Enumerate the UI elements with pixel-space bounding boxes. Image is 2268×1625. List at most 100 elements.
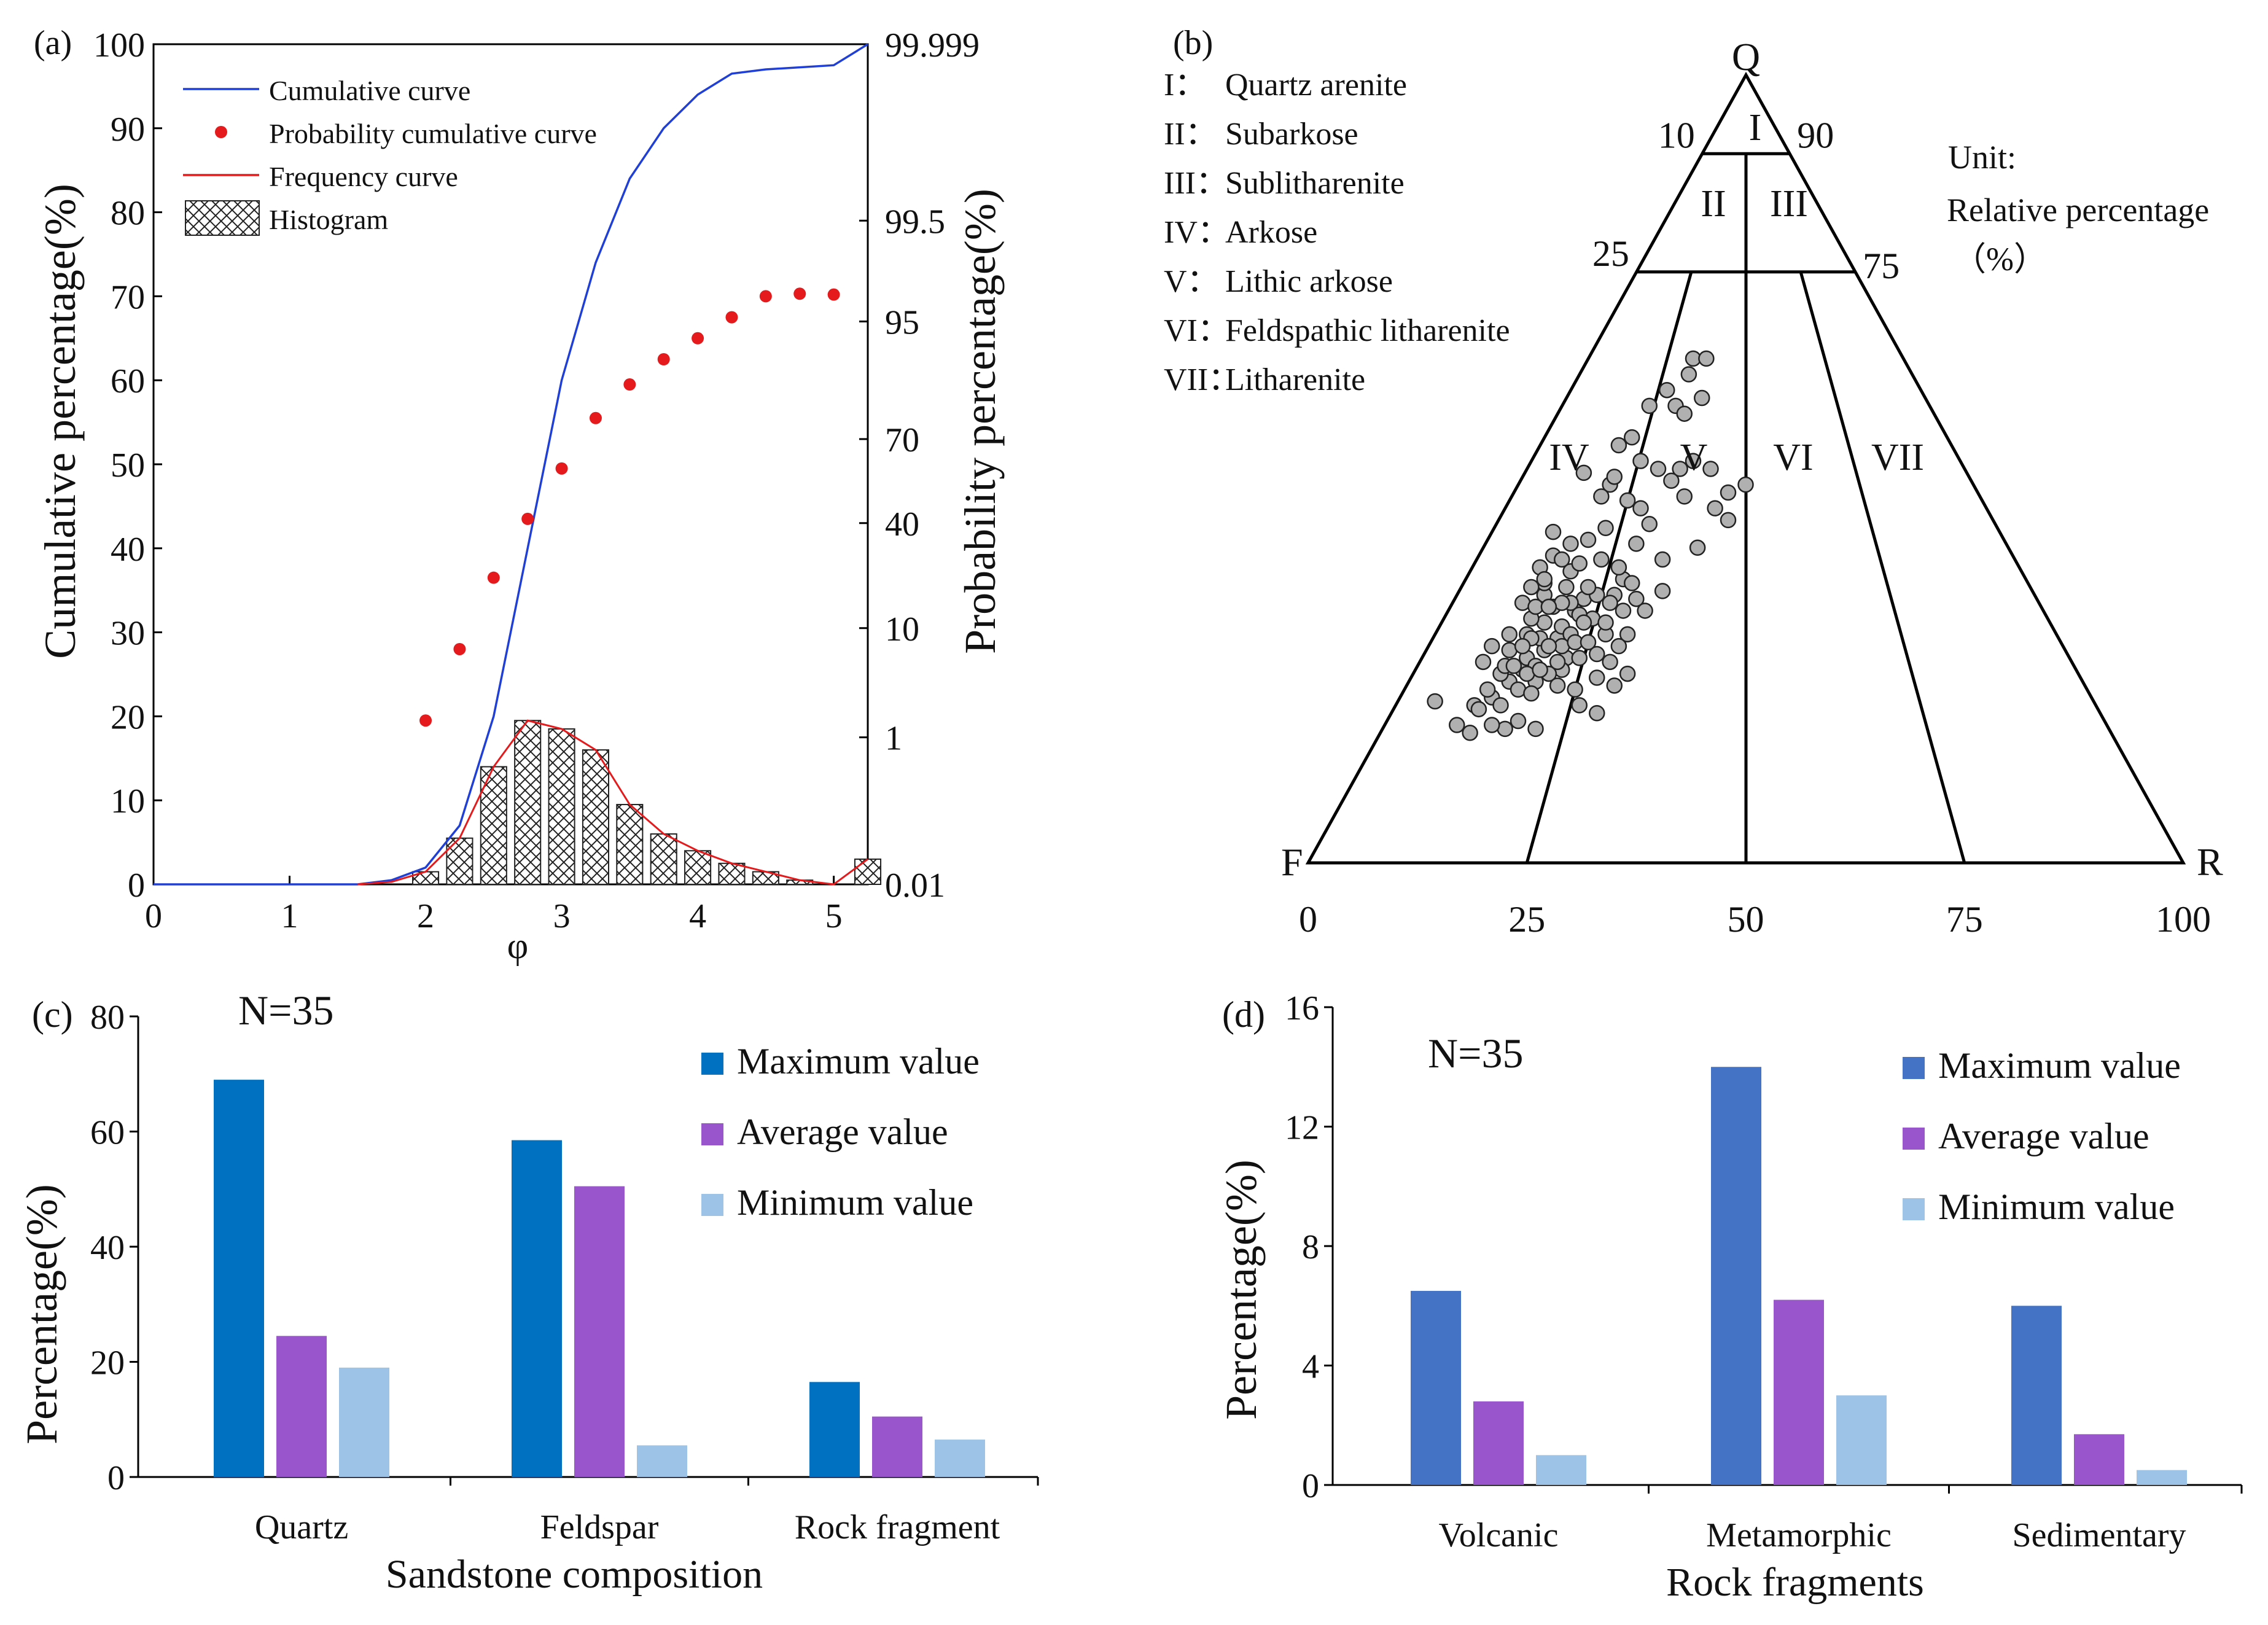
y-tick-label: 80: [111, 195, 145, 233]
base-tick-label: 50: [1728, 899, 1764, 940]
classification-code: VI：: [1164, 313, 1229, 348]
y-tick-label: 40: [90, 1229, 125, 1267]
vertex-r: R: [2197, 840, 2223, 884]
legend-label: Minimum value: [1938, 1187, 2175, 1227]
sample-point: [1580, 634, 1597, 651]
sample-point: [1694, 389, 1710, 407]
category-label: Volcanic: [1439, 1516, 1559, 1554]
panel-a-legend: Cumulative curve Probability cumulative c…: [183, 75, 597, 236]
category-label: Quartz: [255, 1508, 348, 1546]
sample-point: [1545, 523, 1562, 540]
classification-code: VII：: [1164, 362, 1240, 397]
sample-point: [1610, 637, 1627, 655]
sample-point: [1462, 725, 1478, 741]
legend-swatch: [1903, 1128, 1925, 1150]
sample-point: [1571, 555, 1588, 572]
panel-a-histogram: [412, 720, 882, 886]
panel-a-y2label: Probability percentage(%): [956, 189, 1005, 654]
sample-point: [1680, 366, 1697, 383]
sample-point: [1514, 637, 1531, 655]
sample-point: [1589, 704, 1605, 722]
y2-tick-label: 99.5: [885, 203, 945, 241]
bar-average-value: [1473, 1401, 1524, 1485]
histogram-bar: [582, 749, 609, 885]
x-tick-label: 0: [145, 897, 162, 935]
probability-point: [487, 571, 500, 584]
vertex-q: Q: [1732, 35, 1760, 79]
litharenite-boundary-line: [1799, 271, 1966, 863]
sample-point: [1549, 653, 1566, 671]
sample-point: [1698, 350, 1715, 367]
y-tick-label: 20: [90, 1344, 125, 1382]
sample-point: [1580, 579, 1597, 596]
base-tick-label: 0: [1299, 899, 1317, 940]
legend-label: Probability cumulative curve: [269, 118, 597, 149]
sample-point: [1685, 453, 1702, 469]
region-label: VI: [1773, 437, 1813, 478]
y-tick-label: 90: [111, 111, 145, 149]
sample-point: [1505, 658, 1522, 674]
x-tick-label: 1: [281, 897, 298, 935]
sample-point: [1676, 405, 1693, 422]
sample-point: [1575, 464, 1592, 481]
classification-code: I：: [1164, 68, 1206, 103]
frequency-curve: [357, 719, 868, 886]
panel-d-annotation: N=35: [1428, 1030, 1523, 1077]
sample-point: [1676, 488, 1693, 505]
sample-point: [1632, 453, 1649, 469]
histogram-bar: [684, 850, 712, 886]
legend-label: Cumulative curve: [269, 75, 470, 106]
category-label: Metamorphic: [1706, 1516, 1892, 1554]
region-label: II: [1701, 183, 1726, 225]
sample-point: [1619, 626, 1636, 643]
histogram-bar: [514, 720, 542, 885]
histogram-bar: [854, 858, 882, 885]
legend-swatch: [1903, 1198, 1925, 1220]
sample-point: [1475, 653, 1492, 671]
sample-point: [1654, 583, 1671, 599]
y-tick-label: 4: [1302, 1348, 1319, 1386]
probability-point: [453, 642, 466, 655]
bar-minimum-value: [935, 1440, 985, 1477]
histogram-bar: [548, 728, 575, 886]
sample-point: [1654, 551, 1671, 568]
bar-minimum-value: [1836, 1395, 1887, 1485]
histogram-bar: [616, 804, 644, 886]
sample-point: [1501, 626, 1518, 643]
category-label: Rock fragment: [795, 1508, 1000, 1546]
panel-a-xlabel: φ: [507, 926, 529, 966]
sample-point: [1523, 579, 1540, 596]
probability-point: [657, 353, 670, 365]
sample-point: [1549, 677, 1566, 694]
region-label: I: [1749, 107, 1762, 149]
legend-label: Maximum value: [737, 1041, 980, 1081]
probability-point: [589, 411, 602, 424]
sample-point: [1593, 551, 1610, 568]
classification-name: Quartz arenite: [1225, 68, 1407, 103]
arkose-boundary-line: [1525, 271, 1693, 863]
region-label: V: [1680, 437, 1708, 478]
sample-point: [1484, 637, 1500, 655]
base-tick-label: 75: [1946, 899, 1983, 940]
sample-point: [1597, 520, 1614, 536]
y2-tick-label: 99.999: [885, 26, 980, 64]
panel-d-ylabel: Percentage(%): [1217, 1159, 1266, 1420]
sample-point: [1707, 500, 1723, 516]
sample-point: [1602, 653, 1618, 671]
sample-point: [1610, 559, 1627, 576]
probability-point: [521, 512, 534, 525]
y-tick-label: 16: [1285, 989, 1319, 1027]
sample-point: [1720, 484, 1737, 501]
histogram-bar: [446, 837, 473, 886]
panel-d-bars: [1411, 1067, 2187, 1485]
panel-a-label: (a): [34, 24, 72, 62]
probability-point: [725, 311, 738, 324]
sample-point: [1593, 488, 1610, 505]
bar-minimum-value: [339, 1367, 389, 1477]
category-label: Sedimentary: [2012, 1516, 2186, 1554]
sample-point: [1610, 437, 1627, 454]
y2-tick-label: 0.01: [885, 867, 945, 905]
bar-minimum-value: [637, 1445, 687, 1477]
legend-dot-swatch: [215, 126, 227, 138]
